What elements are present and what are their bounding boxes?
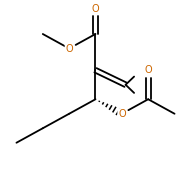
Text: O: O bbox=[118, 109, 126, 119]
Text: O: O bbox=[144, 65, 152, 75]
Text: O: O bbox=[92, 4, 99, 14]
Text: O: O bbox=[65, 43, 73, 54]
